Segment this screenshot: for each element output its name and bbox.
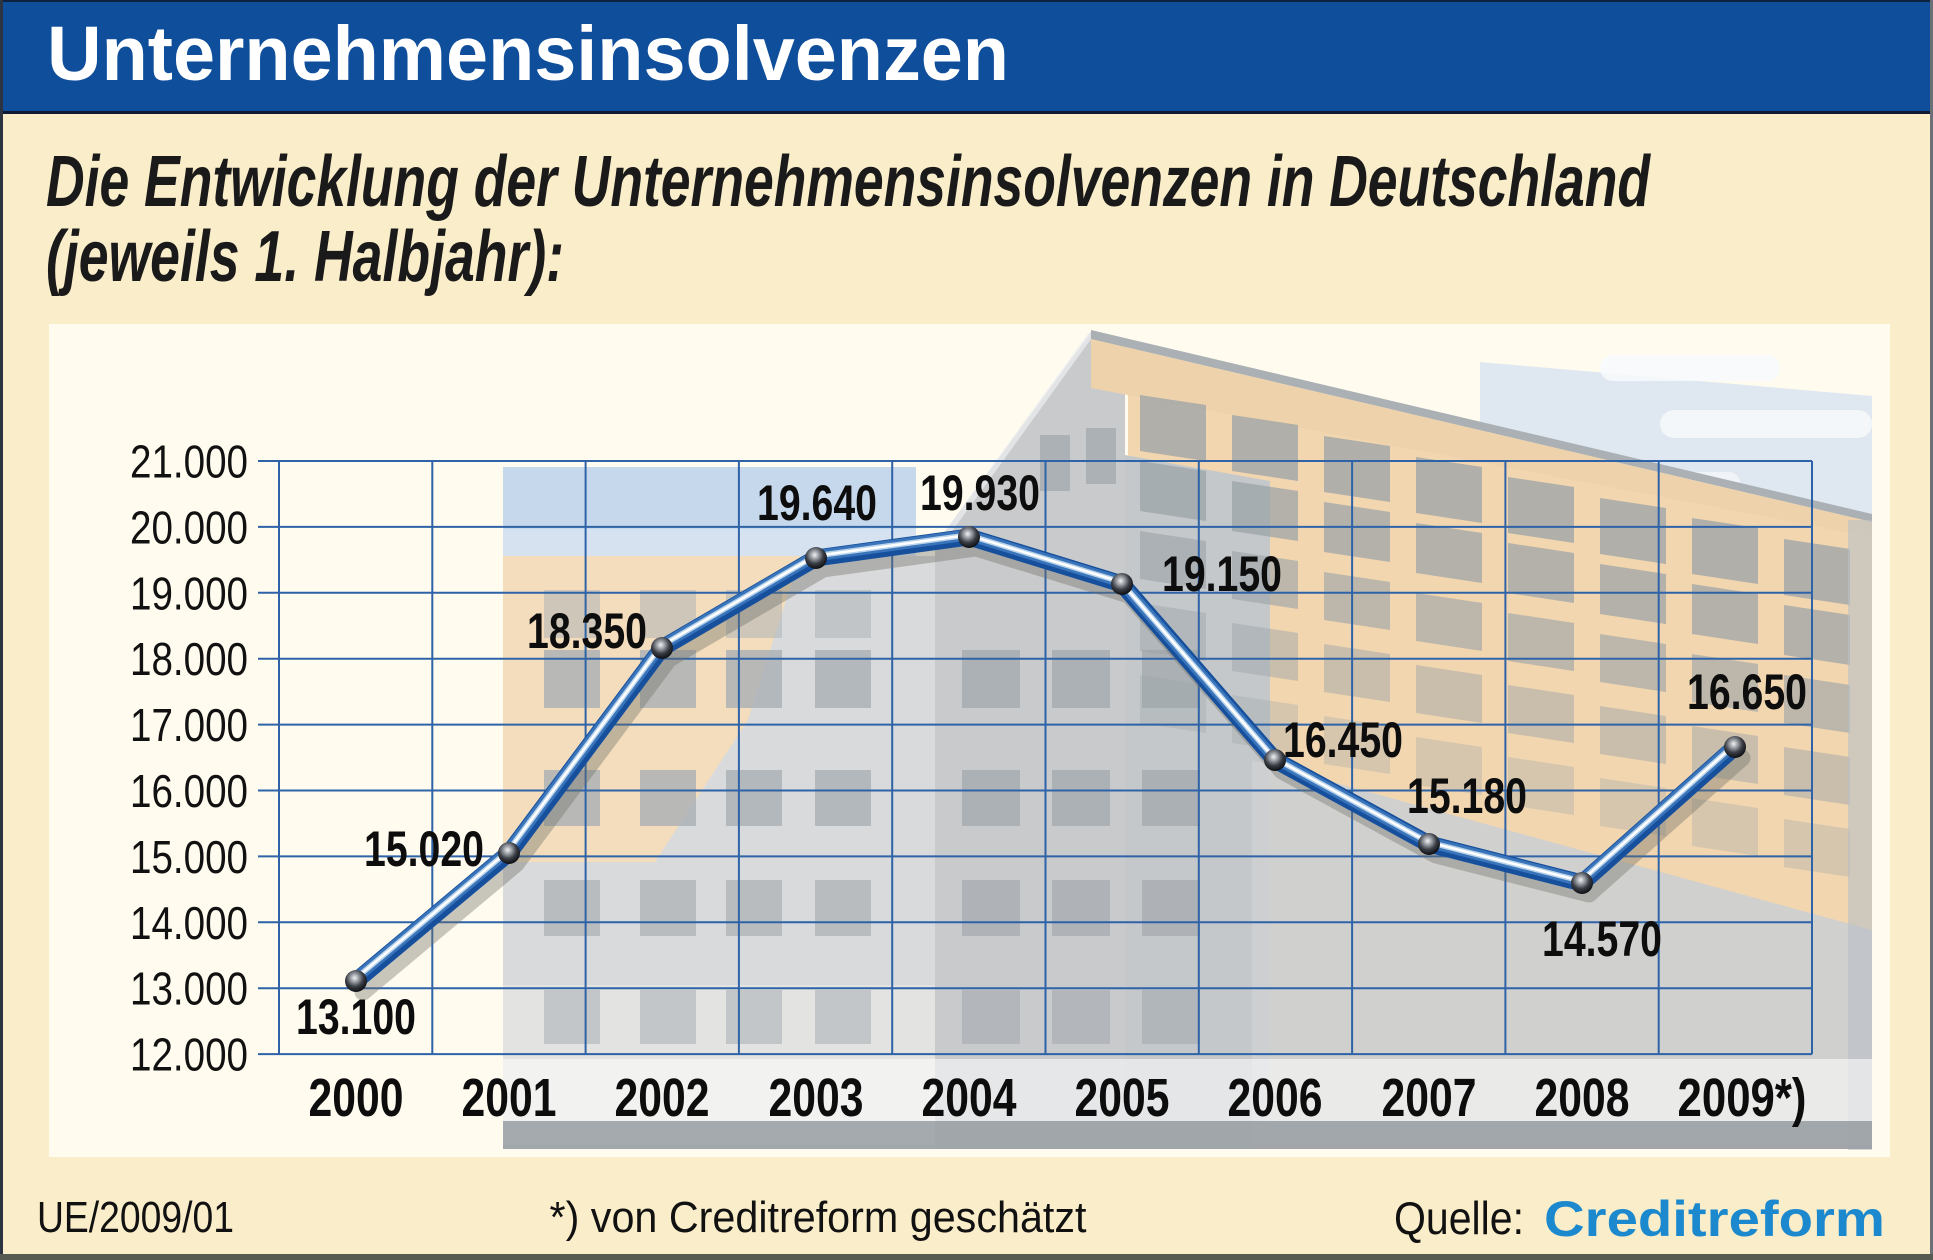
svg-text:2009*): 2009*) (1678, 1068, 1807, 1128)
svg-text:18.350: 18.350 (527, 603, 647, 659)
svg-text:Die Entwicklung der Unternehme: Die Entwicklung der Unternehmensinsolven… (46, 142, 1651, 222)
svg-text:20.000: 20.000 (130, 501, 248, 553)
svg-text:2008: 2008 (1535, 1068, 1630, 1128)
svg-text:2001: 2001 (462, 1068, 557, 1128)
svg-text:Unternehmensinsolvenzen: Unternehmensinsolvenzen (47, 11, 1009, 97)
svg-text:2005: 2005 (1075, 1068, 1170, 1128)
svg-text:19.640: 19.640 (757, 475, 877, 531)
svg-text:15.020: 15.020 (364, 821, 484, 877)
svg-text:19.150: 19.150 (1162, 546, 1282, 602)
svg-text:2002: 2002 (615, 1068, 710, 1128)
svg-text:19.000: 19.000 (130, 567, 248, 619)
svg-text:*) von Creditreform geschätzt: *) von Creditreform geschätzt (550, 1193, 1087, 1242)
svg-text:Creditreform: Creditreform (1544, 1191, 1885, 1247)
svg-text:14.570: 14.570 (1542, 911, 1662, 967)
svg-text:2007: 2007 (1382, 1068, 1477, 1128)
svg-text:14.000: 14.000 (130, 897, 248, 949)
svg-text:19.930: 19.930 (920, 465, 1040, 521)
svg-text:21.000: 21.000 (130, 436, 248, 488)
svg-text:UE/2009/01: UE/2009/01 (37, 1193, 234, 1242)
svg-text:Quelle:: Quelle: (1394, 1192, 1524, 1244)
svg-text:15.000: 15.000 (130, 831, 248, 883)
svg-text:(jeweils 1. Halbjahr):: (jeweils 1. Halbjahr): (46, 217, 564, 297)
svg-text:13.100: 13.100 (296, 989, 416, 1045)
svg-text:16.450: 16.450 (1283, 712, 1403, 768)
svg-text:12.000: 12.000 (130, 1029, 248, 1081)
svg-text:2004: 2004 (922, 1068, 1017, 1128)
svg-text:18.000: 18.000 (130, 633, 248, 685)
svg-text:2003: 2003 (769, 1068, 864, 1128)
svg-text:17.000: 17.000 (130, 699, 248, 751)
svg-text:15.180: 15.180 (1407, 768, 1527, 824)
svg-text:16.650: 16.650 (1687, 664, 1807, 720)
svg-text:2000: 2000 (309, 1068, 404, 1128)
svg-text:13.000: 13.000 (130, 963, 248, 1015)
svg-text:2006: 2006 (1228, 1068, 1323, 1128)
svg-text:16.000: 16.000 (130, 765, 248, 817)
